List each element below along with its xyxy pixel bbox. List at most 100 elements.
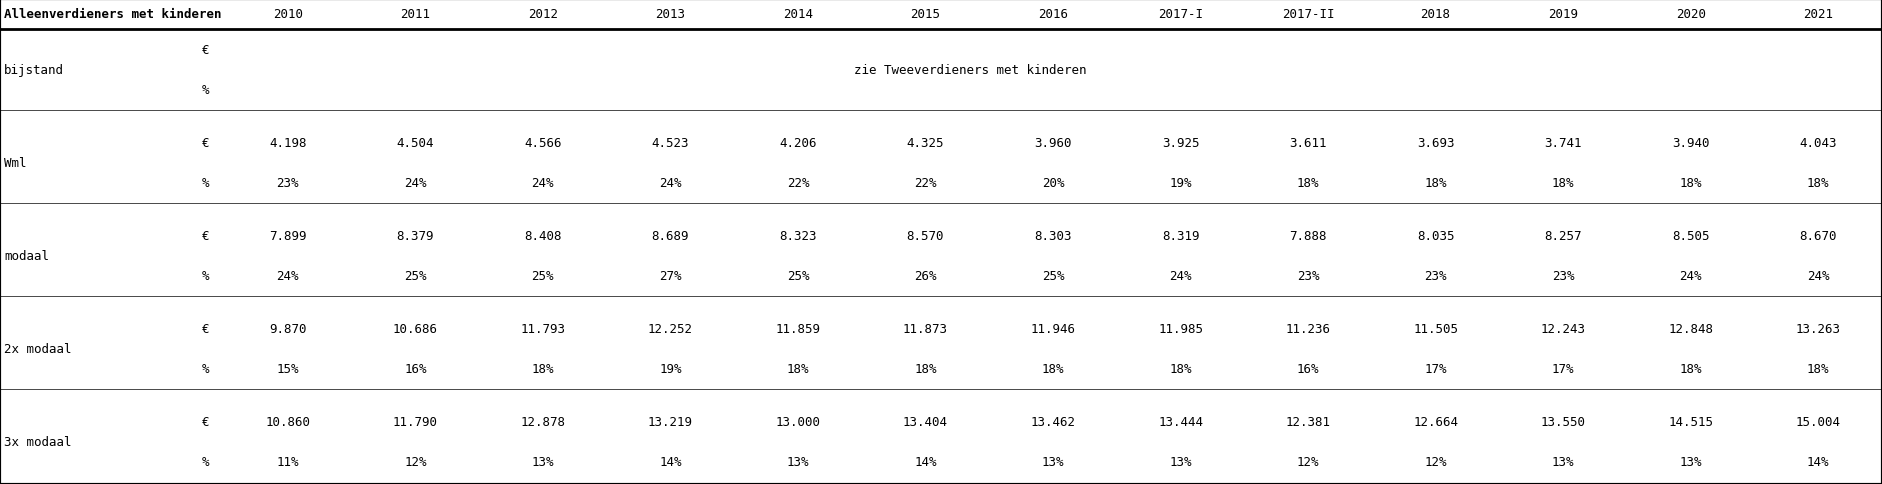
Text: 11.236: 11.236 [1285, 322, 1331, 335]
Text: €: € [201, 44, 209, 57]
Text: 18%: 18% [531, 363, 553, 376]
Text: Wml: Wml [4, 157, 26, 170]
Text: 15%: 15% [277, 363, 299, 376]
Text: bijstand: bijstand [4, 64, 64, 77]
Text: zie Tweeverdieners met kinderen: zie Tweeverdieners met kinderen [854, 64, 1086, 77]
Text: 8.670: 8.670 [1799, 229, 1837, 242]
Text: €: € [201, 229, 209, 242]
Text: 11.985: 11.985 [1157, 322, 1203, 335]
Text: 13%: 13% [531, 455, 553, 469]
Text: 18%: 18% [1553, 177, 1575, 190]
Text: 8.505: 8.505 [1671, 229, 1709, 242]
Text: 25%: 25% [405, 270, 427, 283]
Text: 18%: 18% [1807, 363, 1829, 376]
Text: 13%: 13% [1553, 455, 1575, 469]
Text: 24%: 24% [1169, 270, 1191, 283]
Text: 19%: 19% [659, 363, 681, 376]
Text: 18%: 18% [1043, 363, 1063, 376]
Text: 13.444: 13.444 [1157, 415, 1203, 428]
Text: 14%: 14% [659, 455, 681, 469]
Text: 16%: 16% [1297, 363, 1319, 376]
Text: €: € [201, 322, 209, 335]
Text: 2012: 2012 [527, 9, 557, 21]
Text: Alleenverdieners met kinderen: Alleenverdieners met kinderen [4, 9, 222, 21]
Text: 25%: 25% [531, 270, 553, 283]
Text: 2x modaal: 2x modaal [4, 342, 72, 355]
Text: 23%: 23% [1425, 270, 1447, 283]
Text: 3.960: 3.960 [1035, 136, 1071, 150]
Text: 8.257: 8.257 [1545, 229, 1583, 242]
Text: %: % [201, 455, 209, 469]
Text: 17%: 17% [1553, 363, 1575, 376]
Text: 18%: 18% [1297, 177, 1319, 190]
Text: 4.198: 4.198 [269, 136, 307, 150]
Text: 26%: 26% [915, 270, 937, 283]
Text: 14%: 14% [915, 455, 937, 469]
Text: 8.570: 8.570 [907, 229, 945, 242]
Text: 14.515: 14.515 [1667, 415, 1713, 428]
Text: 12.381: 12.381 [1285, 415, 1331, 428]
Text: 24%: 24% [277, 270, 299, 283]
Text: 2021: 2021 [1803, 9, 1833, 21]
Text: 12.848: 12.848 [1667, 322, 1713, 335]
Text: 18%: 18% [1425, 177, 1447, 190]
Text: 3.940: 3.940 [1671, 136, 1709, 150]
Text: 11.505: 11.505 [1413, 322, 1459, 335]
Text: 13.404: 13.404 [903, 415, 949, 428]
Text: 25%: 25% [1043, 270, 1063, 283]
Text: 4.523: 4.523 [651, 136, 689, 150]
Text: 18%: 18% [1169, 363, 1191, 376]
Text: 23%: 23% [1553, 270, 1575, 283]
Text: 2010: 2010 [273, 9, 303, 21]
Text: 13.462: 13.462 [1031, 415, 1075, 428]
Text: €: € [201, 415, 209, 428]
Text: 22%: 22% [915, 177, 937, 190]
Text: 7.899: 7.899 [269, 229, 307, 242]
Text: 2013: 2013 [655, 9, 685, 21]
Text: 13.263: 13.263 [1795, 322, 1841, 335]
Text: 12%: 12% [405, 455, 427, 469]
Text: 24%: 24% [1679, 270, 1701, 283]
Text: 2016: 2016 [1039, 9, 1067, 21]
Text: 14%: 14% [1807, 455, 1829, 469]
Text: 2018: 2018 [1421, 9, 1451, 21]
Text: %: % [201, 363, 209, 376]
Text: 4.566: 4.566 [523, 136, 561, 150]
Text: 13%: 13% [787, 455, 809, 469]
Text: 24%: 24% [405, 177, 427, 190]
Text: 11.793: 11.793 [519, 322, 565, 335]
Text: 24%: 24% [531, 177, 553, 190]
Text: 3.611: 3.611 [1289, 136, 1327, 150]
Text: 11.859: 11.859 [775, 322, 821, 335]
Text: modaal: modaal [4, 249, 49, 262]
Text: 13.550: 13.550 [1541, 415, 1587, 428]
Text: 20%: 20% [1043, 177, 1063, 190]
Text: 11.873: 11.873 [903, 322, 949, 335]
Text: %: % [201, 270, 209, 283]
Text: 12.664: 12.664 [1413, 415, 1459, 428]
Text: 2014: 2014 [783, 9, 813, 21]
Text: €: € [201, 136, 209, 150]
Text: 8.035: 8.035 [1417, 229, 1455, 242]
Text: 17%: 17% [1425, 363, 1447, 376]
Text: 4.206: 4.206 [779, 136, 817, 150]
Text: 10.860: 10.860 [265, 415, 311, 428]
Text: 8.689: 8.689 [651, 229, 689, 242]
Text: 7.888: 7.888 [1289, 229, 1327, 242]
Text: 9.870: 9.870 [269, 322, 307, 335]
Text: 2017-I: 2017-I [1157, 9, 1203, 21]
Text: %: % [201, 84, 209, 97]
Text: 12%: 12% [1297, 455, 1319, 469]
Text: 4.043: 4.043 [1799, 136, 1837, 150]
Text: 8.379: 8.379 [397, 229, 435, 242]
Text: 24%: 24% [1807, 270, 1829, 283]
Text: 12.878: 12.878 [519, 415, 565, 428]
Text: %: % [201, 177, 209, 190]
Text: 2020: 2020 [1675, 9, 1705, 21]
Text: 18%: 18% [1807, 177, 1829, 190]
Text: 19%: 19% [1169, 177, 1191, 190]
Text: 11%: 11% [277, 455, 299, 469]
Text: 3x modaal: 3x modaal [4, 435, 72, 448]
Text: 8.319: 8.319 [1161, 229, 1199, 242]
Text: 15.004: 15.004 [1795, 415, 1841, 428]
